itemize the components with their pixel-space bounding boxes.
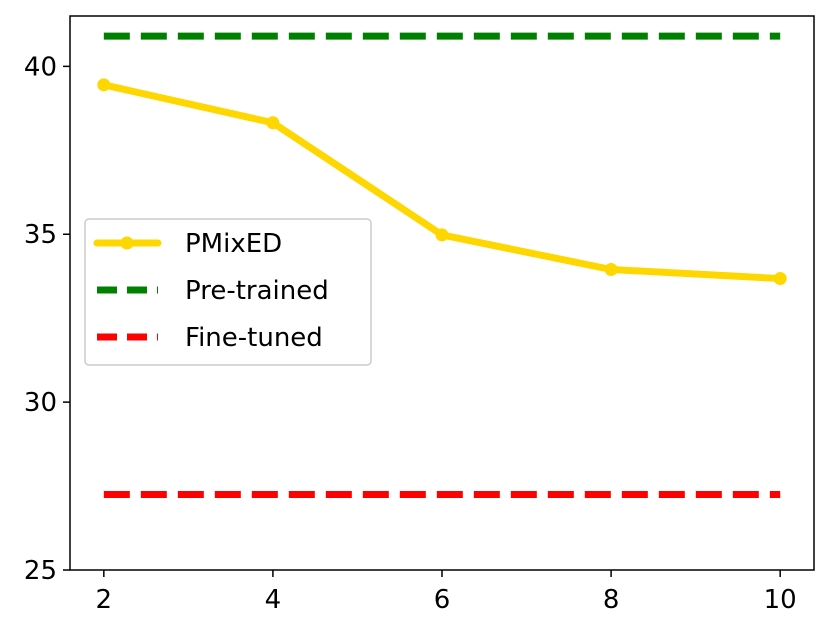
legend-box [84,218,372,366]
legend-marker-pmixed [120,236,134,250]
plot-area [97,32,787,498]
legend: PMixED Pre-trained Fine-tuned [84,218,372,366]
y-tick-label: 25 [24,556,57,586]
y-tick-label: 30 [24,388,57,418]
x-tick-label: 2 [96,585,113,615]
data-point-pmixed [97,78,111,92]
y-tick-label: 40 [24,52,57,82]
series-group [97,32,787,498]
x-tick-label: 8 [603,585,620,615]
data-point-pmixed [604,262,618,276]
legend-entry-pre-trained: Pre-trained [97,276,329,306]
axes: 2 4 6 8 10 25 30 35 40 [24,52,797,615]
x-tick-label: 10 [764,585,797,615]
legend-entry-fine-tuned: Fine-tuned [97,323,323,353]
data-point-pmixed [773,272,787,286]
legend-label-fine-tuned: Fine-tuned [185,323,323,353]
legend-entry-pmixed: PMixED [93,229,282,259]
legend-label-pmixed: PMixED [185,229,282,259]
data-point-pmixed [266,116,280,130]
x-tick-label: 6 [434,585,451,615]
legend-label-pre-trained: Pre-trained [185,276,329,306]
data-point-pmixed [435,228,449,242]
x-tick-label: 4 [265,585,282,615]
y-tick-label: 35 [24,220,57,250]
